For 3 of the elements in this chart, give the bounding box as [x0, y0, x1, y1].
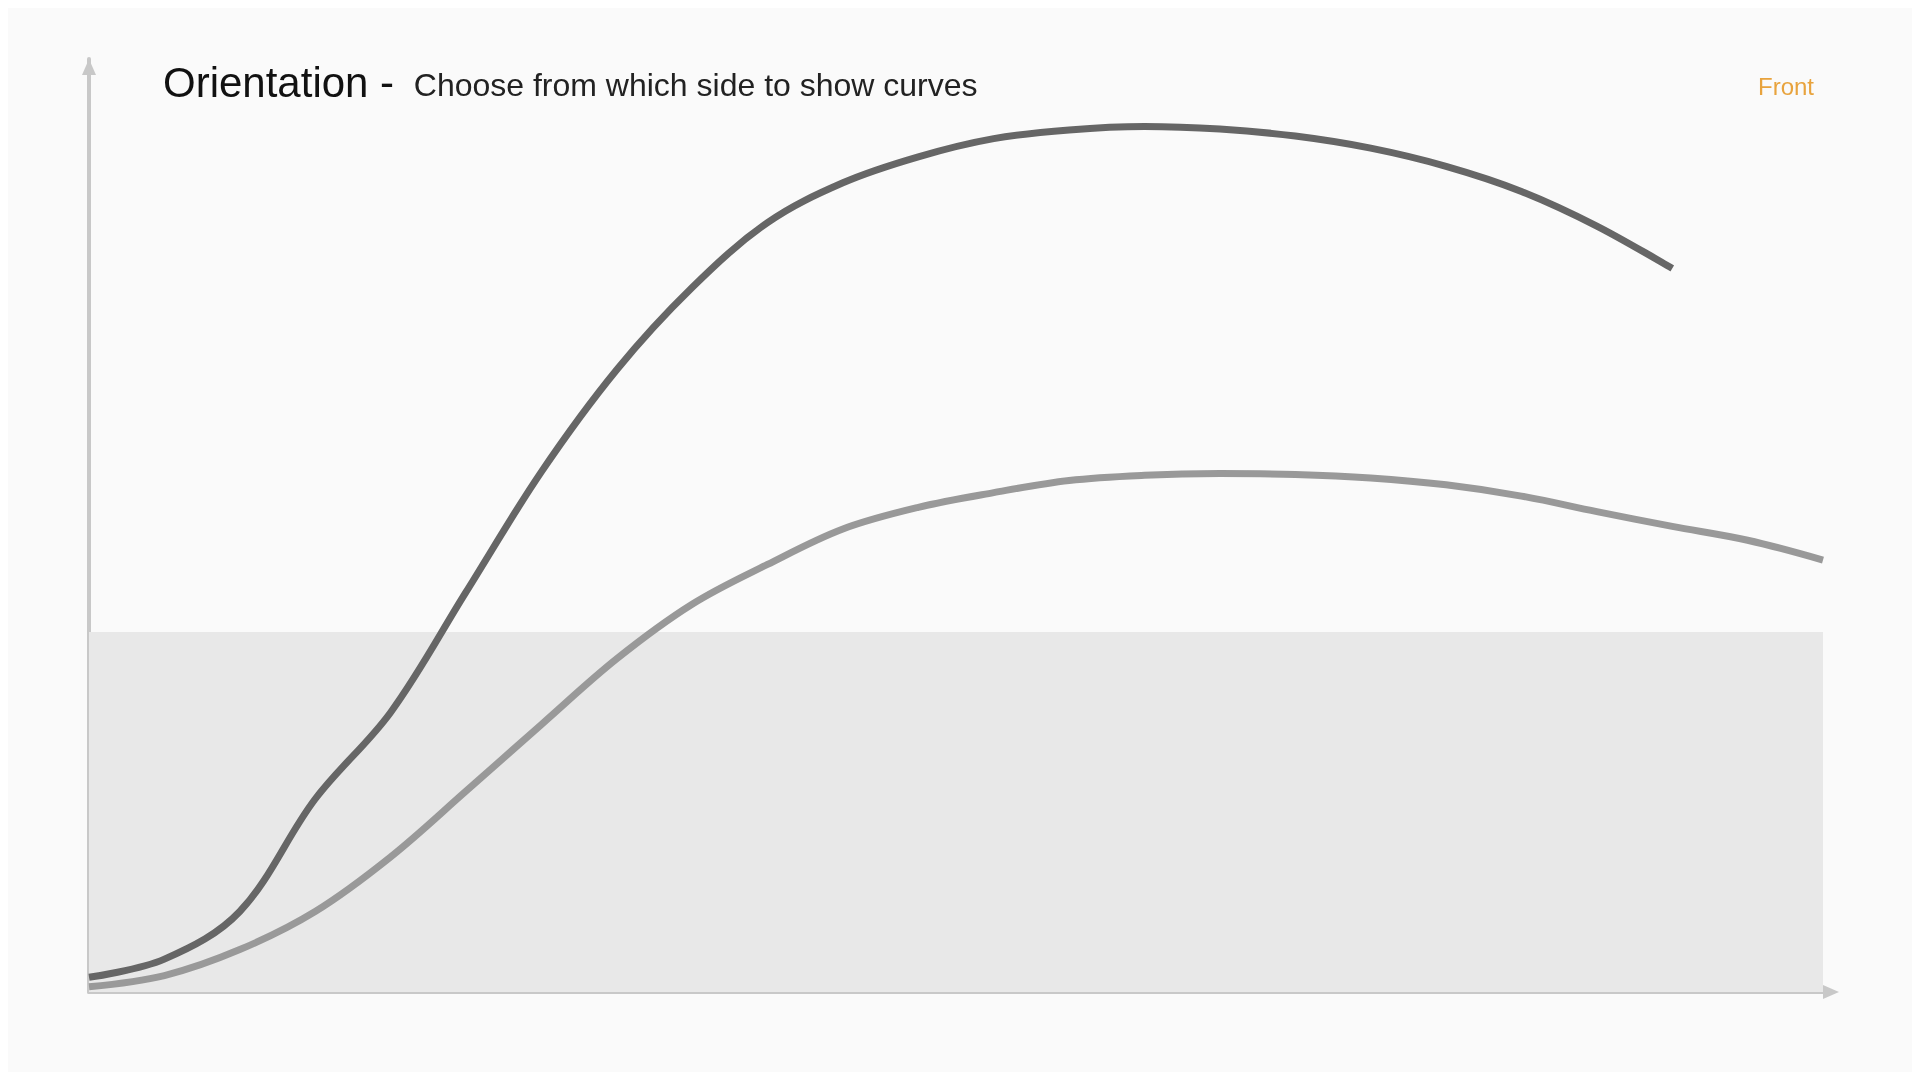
text: Front: [1757, 72, 1815, 100]
chart-subtitle: Choose from which side to show curves: [413, 67, 978, 103]
chart-title: Orientation -: [163, 58, 406, 106]
